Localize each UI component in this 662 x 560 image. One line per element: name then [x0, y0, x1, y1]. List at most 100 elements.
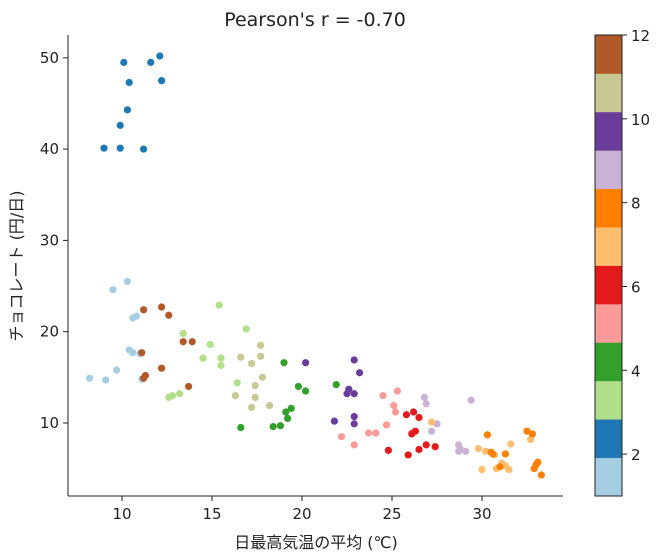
colorbar-segment [595, 150, 622, 190]
data-point [537, 471, 546, 479]
colorbar-segment [595, 188, 622, 228]
data-point [251, 393, 259, 402]
data-point [129, 314, 137, 322]
data-point [408, 430, 416, 438]
data-point [527, 435, 535, 444]
data-point [199, 354, 207, 362]
data-point [233, 379, 241, 387]
data-point [302, 359, 310, 367]
data-point [474, 444, 482, 453]
y-tick-label: 40 [40, 140, 59, 158]
data-point [258, 373, 266, 381]
data-point [140, 374, 148, 382]
colorbar-segment [595, 73, 622, 113]
data-point [372, 429, 380, 437]
data-point [120, 58, 128, 66]
y-tick-label: 10 [40, 414, 59, 432]
data-point [402, 411, 410, 419]
data-point [147, 58, 155, 66]
data-point [428, 427, 436, 435]
data-point [302, 387, 310, 395]
data-point [487, 448, 495, 456]
x-tick-label: 25 [382, 505, 401, 523]
data-point [393, 387, 401, 395]
data-point [113, 366, 121, 374]
data-point [257, 341, 265, 349]
x-tick-label: 15 [202, 505, 221, 523]
data-point [462, 447, 470, 455]
colorbar-segment [595, 227, 622, 266]
y-axis-label: チョコレート (円/日) [7, 191, 26, 342]
data-point [248, 360, 256, 368]
x-axis-label: 日最高気温の平均 (℃) [234, 533, 398, 552]
data-point [422, 400, 430, 408]
data-point [384, 446, 392, 454]
data-point [158, 303, 166, 311]
data-point [125, 78, 133, 87]
data-point [422, 441, 430, 449]
data-point [330, 417, 338, 425]
data-point [528, 430, 537, 438]
data-point [332, 381, 340, 389]
data-point [365, 429, 373, 437]
colorbar-segment [595, 457, 622, 497]
colorbar-ticks: 2 4 6 8 10 12 [622, 27, 650, 464]
data-point [102, 376, 110, 384]
data-point [379, 391, 387, 400]
data-point [237, 423, 245, 432]
data-point [496, 463, 504, 471]
data-point [215, 301, 223, 309]
data-point [158, 77, 166, 85]
data-point [138, 349, 146, 357]
colorbar-tick-label: 8 [631, 195, 641, 213]
data-point [478, 465, 486, 474]
data-point [86, 374, 94, 382]
data-point [242, 325, 250, 333]
data-point [530, 465, 538, 473]
data-point [410, 408, 418, 416]
data-point [287, 404, 295, 412]
data-point [100, 144, 108, 152]
colorbar-tick-label: 6 [631, 278, 641, 296]
data-point [156, 52, 164, 60]
data-point [404, 451, 412, 459]
x-tick-label: 10 [112, 505, 131, 523]
data-point [217, 354, 225, 362]
colorbar [594, 34, 623, 497]
colorbar-segment [595, 111, 622, 151]
data-point [248, 403, 256, 412]
data-point [501, 450, 509, 458]
colorbar-segment [595, 342, 622, 382]
data-point [415, 413, 423, 422]
data-point [123, 106, 131, 114]
data-point [251, 381, 259, 390]
data-point [179, 329, 187, 338]
colorbar-border [594, 34, 623, 497]
x-tick-label: 20 [292, 505, 311, 523]
data-point [343, 390, 351, 398]
y-tick-label: 20 [40, 323, 59, 341]
colorbar-segment [595, 419, 622, 458]
data-point [179, 338, 187, 346]
data-point [188, 338, 196, 346]
data-point [206, 340, 214, 349]
data-point [415, 445, 423, 454]
data-point [428, 418, 436, 426]
data-point [356, 369, 364, 377]
data-point [269, 423, 277, 431]
data-point [123, 277, 131, 286]
data-point [217, 361, 225, 370]
data-point [455, 447, 463, 455]
data-point [383, 421, 391, 429]
data-point [237, 353, 245, 361]
data-point [350, 390, 358, 398]
plot-area [86, 52, 546, 479]
x-axis-ticks: 10 15 20 25 30 [112, 496, 492, 523]
data-point [165, 311, 173, 319]
data-point [266, 402, 274, 410]
data-point [176, 390, 184, 398]
data-point [431, 443, 439, 451]
data-point [350, 420, 358, 428]
data-point [185, 382, 193, 391]
data-point [282, 408, 290, 416]
